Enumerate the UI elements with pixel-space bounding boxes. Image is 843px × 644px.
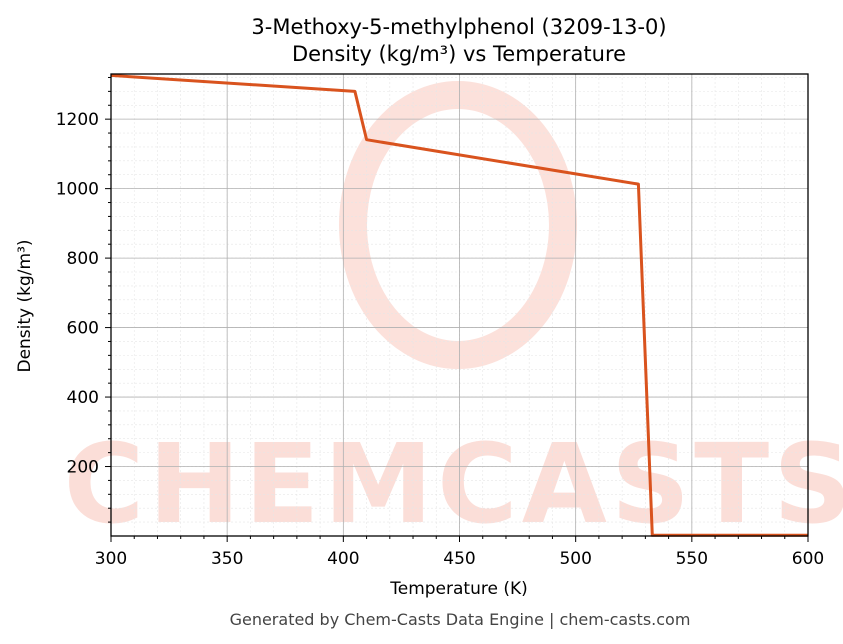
x-tick-label: 550 <box>676 549 708 569</box>
major-grid <box>110 74 809 536</box>
x-tick-label: 600 <box>792 549 824 569</box>
chart-title-line2: Density (kg/m³) vs Temperature <box>292 42 626 66</box>
y-tick-label: 400 <box>67 388 99 408</box>
y-axis-label: Density (kg/m³) <box>15 239 35 372</box>
x-tick-label: 300 <box>95 549 127 569</box>
series-layer <box>110 73 808 537</box>
footer-text: Generated by Chem-Casts Data Engine | ch… <box>230 610 691 629</box>
y-tick-label: 800 <box>67 249 99 269</box>
watermark-swirl-icon <box>339 81 577 369</box>
chart-title-line1: 3-Methoxy-5-methylphenol (3209-13-0) <box>251 15 666 39</box>
watermark: CHEMCASTS <box>64 81 843 548</box>
x-axis-ticks: 300 350 400 450 500 550 600 <box>95 536 824 569</box>
x-axis-label: Temperature (K) <box>389 579 528 599</box>
x-tick-label: 400 <box>327 549 359 569</box>
y-tick-label: 1200 <box>56 110 99 130</box>
x-tick-label: 500 <box>559 549 591 569</box>
y-axis-ticks: 200 400 600 800 1000 1200 <box>56 76 111 523</box>
series-line-0 <box>110 73 808 537</box>
x-tick-label: 350 <box>211 549 243 569</box>
watermark-text: CHEMCASTS <box>64 420 843 548</box>
y-tick-label: 600 <box>67 319 99 339</box>
x-tick-label: 450 <box>443 549 475 569</box>
y-tick-label: 1000 <box>56 180 99 200</box>
y-tick-label: 200 <box>67 458 99 478</box>
